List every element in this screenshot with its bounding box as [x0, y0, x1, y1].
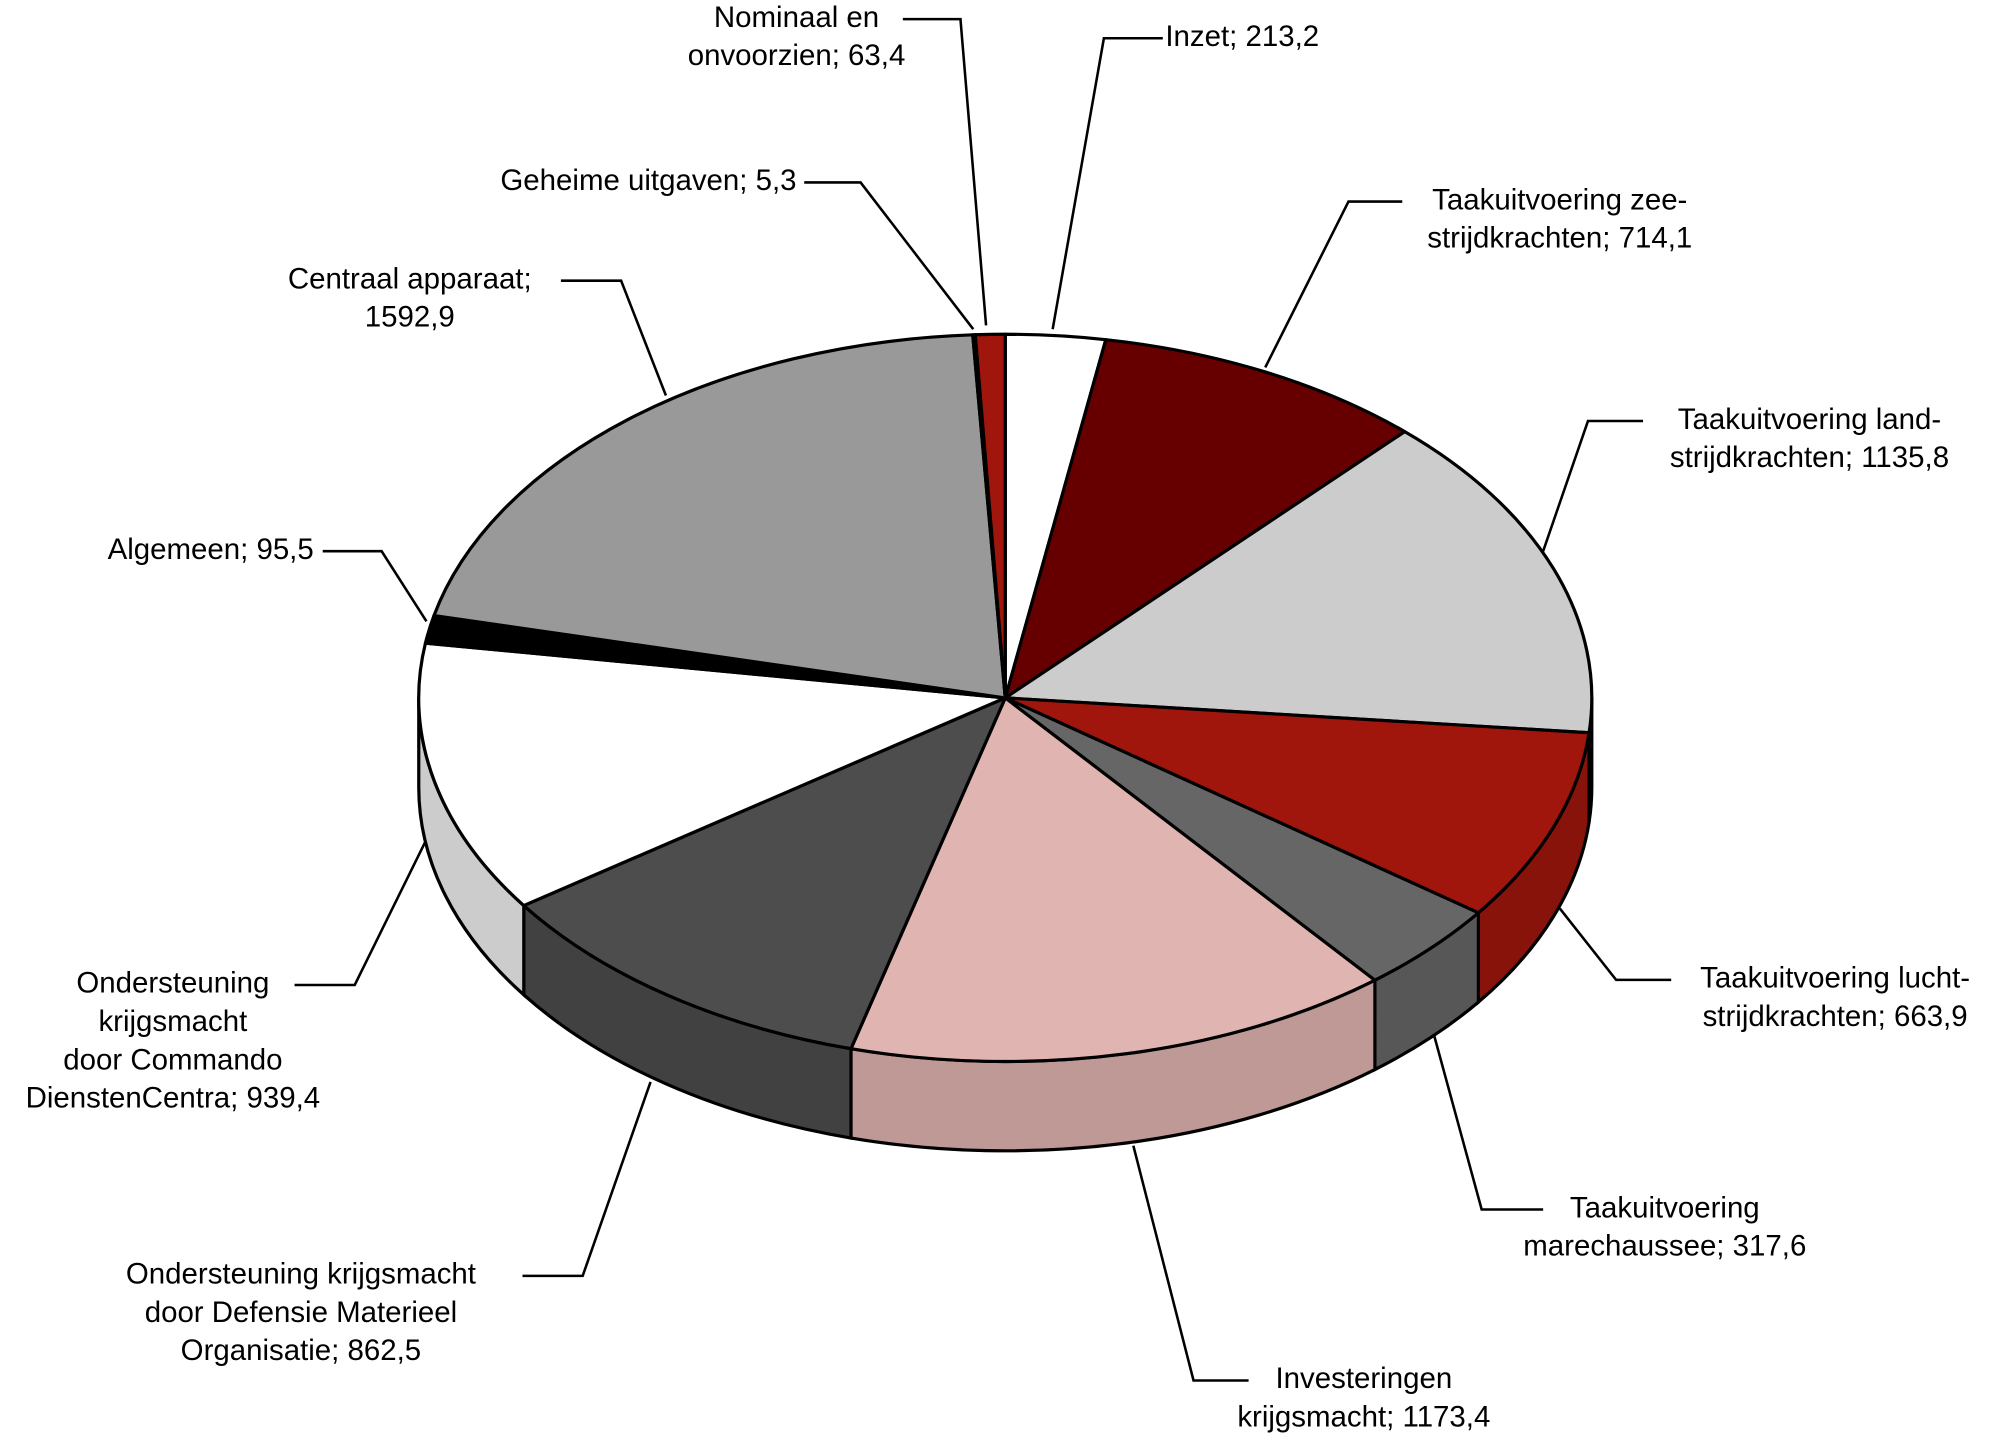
slice-label: Nominaal en: [714, 1, 879, 34]
slice-label: DienstenCentra; 939,4: [26, 1082, 320, 1115]
slice-label: marechaussee; 317,6: [1523, 1230, 1806, 1263]
slice-label: Geheime uitgaven; 5,3: [500, 164, 796, 197]
leader-line: [294, 841, 427, 987]
slice-label: 1592,9: [365, 301, 455, 334]
leader-line: [1051, 37, 1163, 330]
leader-line: [522, 1081, 652, 1278]
leader-line: [1132, 1145, 1249, 1382]
slice-label: Taakuitvoering land-: [1678, 403, 1941, 436]
leader-line: [560, 279, 668, 396]
slice-label: Centraal apparaat;: [288, 262, 532, 295]
slice-label: strijdkrachten; 663,9: [1703, 1000, 1968, 1033]
slice-label: krijgsmacht; 1173,4: [1237, 1401, 1490, 1434]
leader-line: [1433, 1035, 1544, 1211]
slice: [1003, 430, 1594, 735]
slice-label: krijgsmacht: [98, 1005, 247, 1038]
slice: [522, 696, 1007, 1051]
leader-line: [902, 17, 988, 326]
leader-line: [1264, 200, 1403, 369]
slice-label: Taakuitvoering lucht-: [1700, 962, 1970, 995]
slice-label: Ondersteuning: [76, 967, 269, 1000]
slice: [1003, 696, 1591, 915]
slice: [1003, 338, 1407, 700]
slice-label: door Commando: [63, 1043, 282, 1076]
slice-label: Taakuitvoering: [1570, 1191, 1760, 1224]
slice-label: Taakuitvoering zee-: [1432, 183, 1687, 216]
leader-line: [1541, 419, 1644, 552]
slice-label: Ondersteuning krijgsmacht: [126, 1258, 476, 1291]
slice-label: strijdkrachten; 714,1: [1427, 222, 1692, 255]
leader-line: [804, 181, 975, 330]
slice-label: door Defensie Materieel: [145, 1296, 457, 1329]
slice-label: Inzet; 213,2: [1165, 20, 1319, 53]
leader-line: [322, 549, 428, 623]
slice: [417, 641, 1007, 908]
slice: [973, 332, 1007, 700]
slice-label: Organisatie; 862,5: [181, 1334, 422, 1367]
slice-label: Investeringen: [1276, 1362, 1453, 1395]
slice: [849, 696, 1377, 1064]
slice-label: strijdkrachten; 1135,8: [1670, 441, 1949, 474]
slice-label: onvoorzien; 63,4: [688, 39, 906, 72]
leader-line: [1558, 907, 1672, 982]
slice-label: Algemeen; 95,5: [108, 533, 314, 566]
slice: [432, 333, 1007, 700]
